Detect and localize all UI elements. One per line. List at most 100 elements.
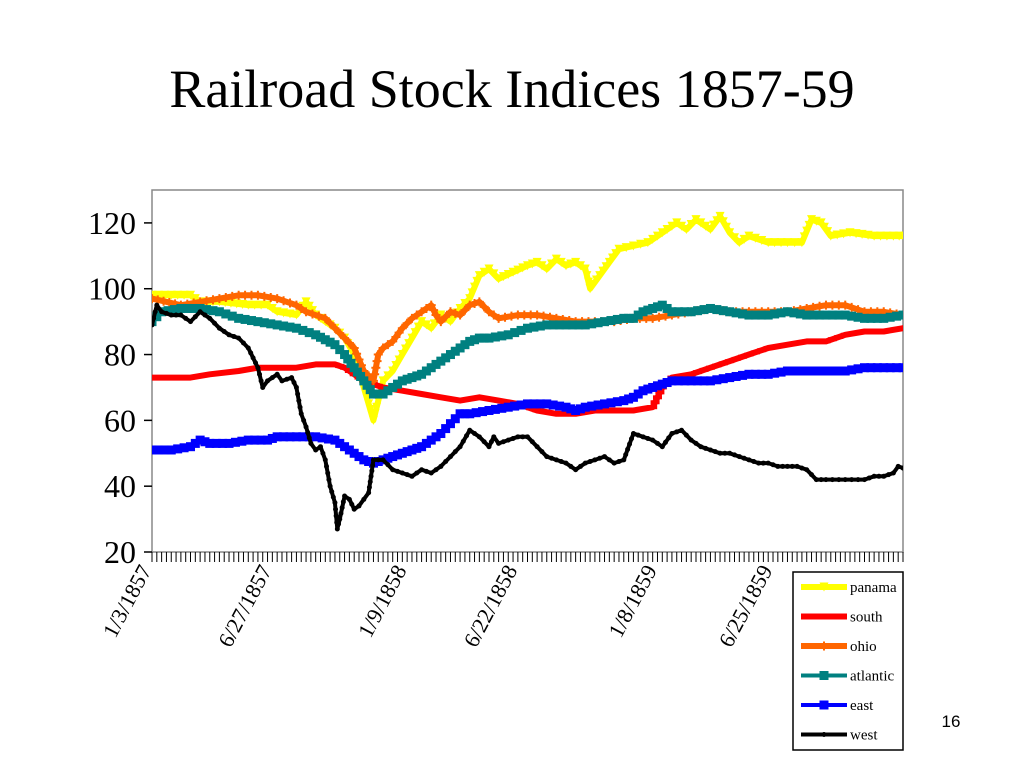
data-point: [218, 438, 228, 448]
data-point: [869, 231, 879, 241]
data-point: [285, 309, 295, 319]
data-point: [633, 389, 643, 399]
data-point: [250, 355, 256, 361]
data-point: [842, 477, 848, 483]
data-point: [847, 302, 857, 312]
data-point: [616, 459, 622, 464]
data-point: [542, 320, 552, 330]
data-point: [643, 238, 653, 248]
data-point: [311, 362, 321, 367]
data-point: [166, 375, 176, 380]
data-point: [821, 339, 831, 344]
data-point: [314, 311, 324, 321]
data-point: [815, 366, 825, 376]
data-point: [640, 434, 646, 440]
data-point: [808, 339, 818, 344]
data-point: [369, 468, 375, 474]
data-point: [885, 363, 895, 373]
data-point: [344, 338, 354, 348]
data-point: [953, 475, 958, 480]
data-point: [245, 345, 251, 351]
y-tick-label: 100: [88, 271, 136, 307]
data-point: [756, 460, 762, 466]
data-point: [479, 333, 489, 343]
data-point: [738, 370, 748, 380]
data-point: [291, 300, 301, 310]
data-point: [900, 231, 903, 237]
data-point: [404, 472, 410, 478]
data-point: [173, 375, 183, 380]
data-point: [449, 397, 459, 402]
data-point: [349, 501, 355, 507]
data-point: [587, 401, 597, 411]
data-point: [782, 307, 792, 317]
data-point: [593, 318, 603, 328]
data-point: [325, 318, 335, 328]
data-point: [518, 263, 528, 273]
data-point: [436, 395, 446, 400]
data-point: [255, 365, 261, 371]
data-point: [734, 238, 744, 248]
data-point: [240, 314, 250, 324]
data-point: [784, 463, 790, 469]
data-point: [488, 439, 494, 445]
data-point: [516, 400, 526, 410]
data-point: [472, 431, 478, 437]
data-point: [227, 291, 237, 301]
data-point: [417, 392, 427, 397]
legend: panama south ohio atlantic east west: [792, 571, 904, 751]
data-point: [551, 254, 561, 264]
data-point: [361, 496, 367, 502]
data-point: [410, 390, 420, 395]
data-point: [489, 310, 499, 320]
legend-label: panama: [850, 580, 897, 596]
data-point: [819, 671, 829, 680]
data-point: [503, 269, 513, 279]
data-point: [445, 307, 455, 317]
data-point: [577, 463, 583, 469]
data-point: [269, 375, 275, 381]
data-point: [789, 463, 795, 469]
data-point: [920, 315, 929, 319]
data-point: [683, 432, 689, 438]
data-point: [460, 340, 470, 350]
data-point: [751, 459, 757, 464]
data-point: [939, 471, 944, 476]
data-point: [731, 356, 741, 361]
data-point: [402, 447, 412, 457]
data-point: [257, 371, 263, 377]
data-point: [680, 307, 690, 317]
data-point: [433, 467, 439, 473]
data-point: [272, 432, 282, 442]
data-point: [337, 516, 343, 522]
data-point: [470, 335, 480, 345]
data-point: [479, 302, 489, 312]
data-point: [351, 506, 357, 512]
data-point: [606, 398, 616, 408]
data-point: [497, 331, 507, 341]
data-point: [555, 401, 565, 411]
data-point: [549, 455, 555, 461]
data-point: [876, 473, 882, 479]
data-point: [911, 311, 920, 320]
data-point: [402, 374, 412, 384]
data-point: [861, 477, 867, 483]
data-point: [494, 313, 504, 323]
data-point: [324, 362, 334, 367]
data-point: [303, 424, 309, 430]
data-point: [804, 467, 810, 473]
data-point: [460, 305, 470, 315]
data-point: [166, 290, 176, 300]
data-point: [882, 231, 892, 241]
data-point: [503, 402, 513, 412]
data-point: [705, 303, 715, 313]
data-point: [808, 366, 818, 376]
data-point: [931, 311, 940, 320]
data-point: [707, 447, 713, 453]
data-point: [789, 341, 799, 346]
data-point: [304, 328, 314, 338]
data-point: [152, 309, 158, 315]
series-layer: [152, 211, 958, 532]
data-point: [855, 477, 861, 483]
